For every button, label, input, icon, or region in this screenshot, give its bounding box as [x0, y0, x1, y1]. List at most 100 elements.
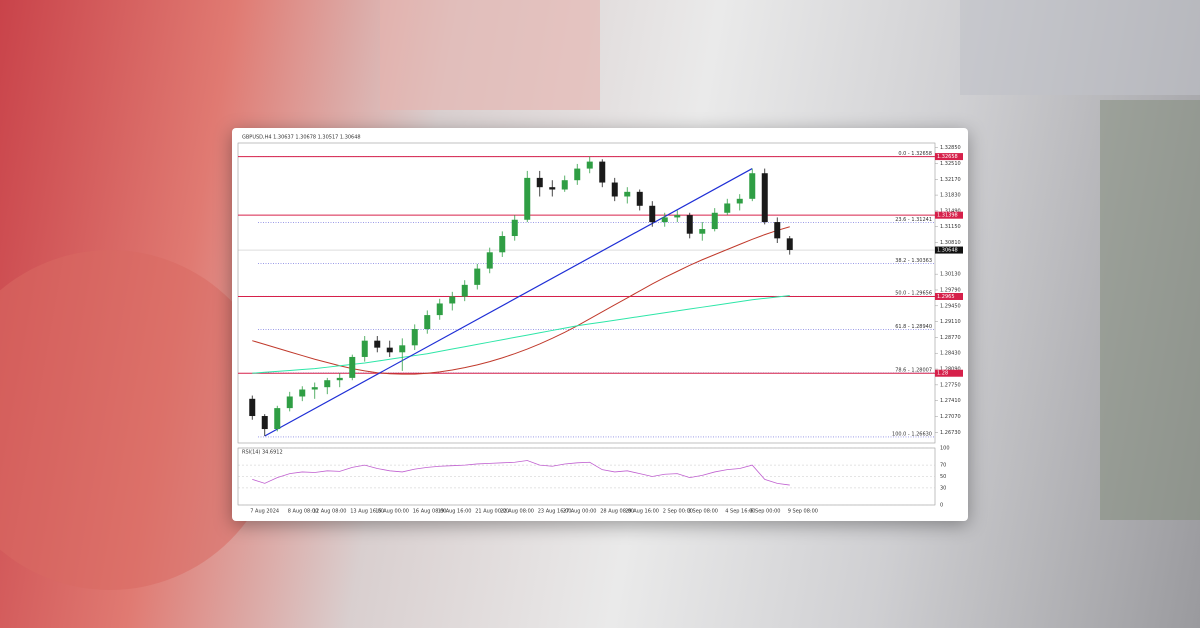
y-tick-label: 1.28090: [940, 367, 961, 373]
y-tick-label: 1.32850: [940, 145, 961, 151]
candle-body: [311, 387, 318, 390]
x-tick-label: 12 Aug 08:00: [313, 509, 347, 515]
candle-body: [774, 222, 781, 239]
candle-body: [424, 315, 431, 330]
x-tick-label: 28 Aug 08:00: [600, 509, 634, 515]
price-tag-bg: [935, 369, 963, 377]
x-tick-label: 23 Aug 16:00: [538, 509, 572, 515]
candle-body: [686, 215, 693, 234]
candle-body: [786, 238, 793, 250]
rsi-label: RSI(14) 34.6912: [242, 450, 283, 456]
candle-body: [261, 416, 268, 430]
fib-label: 61.8 - 1.28940: [895, 324, 932, 330]
y-tick-label: 1.32510: [940, 161, 961, 167]
y-tick-label: 1.27410: [940, 398, 961, 404]
chart-card: GBPUSD,H4 1.30637 1.30678 1.30517 1.3064…: [232, 128, 968, 521]
y-tick-label: 1.27750: [940, 382, 961, 388]
candle-body: [724, 203, 731, 213]
candle-body: [324, 380, 331, 388]
price-tag: 1.31398: [937, 213, 958, 219]
y-tick-label: 1.31150: [940, 224, 961, 230]
x-tick-label: 19 Aug 16:00: [438, 509, 472, 515]
rsi-tick-label: 0: [940, 503, 943, 509]
x-tick-label: 2 Sep 00:00: [663, 509, 693, 515]
candle-body: [586, 161, 593, 169]
price-tag-bg: [935, 153, 963, 161]
x-tick-label: 7 Aug 2024: [250, 509, 279, 515]
candle-body: [536, 177, 543, 188]
candle-body: [699, 229, 706, 234]
x-tick-label: 3 Sep 08:00: [688, 509, 718, 515]
fib-label: 100.0 - 1.26630: [892, 431, 932, 437]
x-tick-label: 15 Aug 00:00: [375, 509, 409, 515]
candle-body: [661, 217, 668, 223]
candle-body: [386, 347, 393, 353]
trendline: [264, 168, 753, 437]
y-tick-label: 1.29790: [940, 287, 961, 293]
price-tag: 1.28: [937, 371, 948, 377]
rsi-tick-label: 70: [940, 463, 946, 469]
candle-body: [499, 236, 506, 253]
candle-body: [711, 212, 718, 230]
fib-label: 38.2 - 1.30363: [895, 258, 932, 264]
candle-body: [599, 161, 606, 183]
y-tick-label: 1.30130: [940, 272, 961, 278]
candle-body: [274, 408, 281, 430]
x-tick-label: 21 Aug 00:00: [475, 509, 509, 515]
price-tag-bg: [935, 292, 963, 300]
rsi-tick-label: 50: [940, 474, 946, 480]
y-tick-label: 1.29110: [940, 319, 961, 325]
candle-body: [449, 296, 456, 304]
y-tick-label: 1.28770: [940, 335, 961, 341]
x-tick-label: 6 Sep 00:00: [750, 509, 780, 515]
candle-body: [761, 173, 768, 223]
candle-body: [461, 284, 468, 297]
candle-body: [749, 173, 756, 199]
fib-label: 50.0 - 1.29656: [895, 291, 932, 297]
candle-body: [511, 219, 518, 237]
candle-body: [561, 180, 568, 190]
x-tick-label: 13 Aug 16:00: [350, 509, 384, 515]
fib-label: 0.0 - 1.32658: [898, 151, 932, 157]
x-tick-label: 4 Sep 16:00: [725, 509, 755, 515]
y-tick-label: 1.31490: [940, 208, 961, 214]
y-tick-label: 1.27070: [940, 414, 961, 420]
candle-body: [636, 191, 643, 206]
x-tick-label: 29 Aug 16:00: [625, 509, 659, 515]
candle-body: [436, 303, 443, 316]
chart: GBPUSD,H4 1.30637 1.30678 1.30517 1.3064…: [237, 135, 963, 515]
price-tag-bg: [935, 211, 963, 219]
price-tag: 1.2965: [937, 294, 955, 300]
candle-body: [549, 187, 556, 190]
candle-body: [336, 377, 343, 381]
rsi-line: [252, 460, 790, 486]
candle-body: [474, 268, 481, 285]
fib-label: 23.6 - 1.31241: [895, 217, 932, 223]
last-price: 1.30648: [937, 248, 958, 254]
candle-body: [299, 389, 306, 397]
x-tick-label: 16 Aug 08:00: [413, 509, 447, 515]
candle-body: [249, 398, 256, 417]
candle-body: [624, 191, 631, 197]
x-tick-label: 27 Aug 00:00: [563, 509, 597, 515]
x-tick-label: 22 Aug 08:00: [500, 509, 534, 515]
y-tick-label: 1.26730: [940, 430, 961, 436]
fib-label: 78.6 - 1.28007: [895, 367, 932, 373]
candle-body: [574, 168, 581, 181]
candle-body: [349, 356, 356, 378]
plot-frame: [237, 142, 936, 444]
y-tick-label: 1.31830: [940, 193, 961, 199]
chart-title: GBPUSD,H4 1.30637 1.30678 1.30517 1.3064…: [242, 135, 361, 141]
price-tag: 1.32658: [937, 154, 958, 160]
candle-body: [374, 340, 381, 348]
candle-body: [649, 205, 656, 223]
x-tick-label: 9 Sep 08:00: [788, 509, 818, 515]
last-price-bg: [935, 246, 963, 254]
candle-body: [736, 198, 743, 204]
candle-body: [286, 396, 293, 409]
moving-average: [252, 295, 790, 374]
y-tick-label: 1.29450: [940, 303, 961, 309]
